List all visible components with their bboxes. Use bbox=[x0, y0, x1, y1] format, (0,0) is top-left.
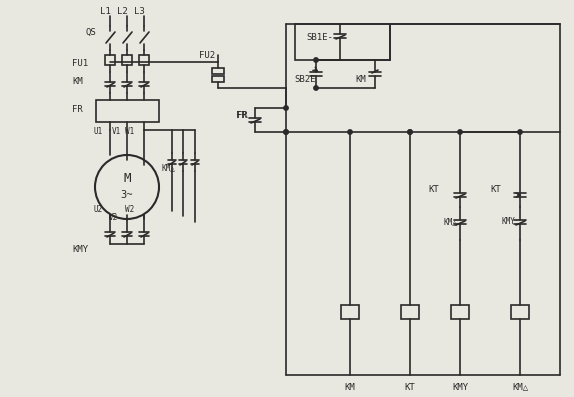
Text: FR: FR bbox=[236, 112, 247, 121]
Text: KM△: KM△ bbox=[444, 218, 458, 227]
Bar bbox=[451, 305, 469, 319]
Text: KM△: KM△ bbox=[512, 382, 528, 391]
Text: SB1E-: SB1E- bbox=[307, 33, 333, 42]
Text: FR: FR bbox=[72, 106, 83, 114]
Text: W2: W2 bbox=[125, 206, 135, 214]
Text: U1: U1 bbox=[94, 127, 103, 137]
Bar bbox=[96, 100, 159, 122]
Bar bbox=[139, 55, 149, 65]
Text: KMY: KMY bbox=[72, 245, 88, 254]
Text: U2: U2 bbox=[94, 206, 103, 214]
Text: KM: KM bbox=[344, 382, 355, 391]
Bar bbox=[212, 76, 224, 82]
Circle shape bbox=[284, 130, 288, 134]
Bar bbox=[401, 305, 419, 319]
Text: FR: FR bbox=[237, 110, 248, 119]
Text: KMY: KMY bbox=[502, 218, 516, 227]
Circle shape bbox=[284, 106, 288, 110]
Text: L3: L3 bbox=[134, 8, 145, 17]
Bar bbox=[212, 68, 224, 74]
Text: KM△: KM△ bbox=[162, 164, 176, 173]
Text: FU2: FU2 bbox=[199, 50, 215, 60]
Circle shape bbox=[408, 130, 412, 134]
Text: V1: V1 bbox=[111, 127, 121, 137]
Text: QS: QS bbox=[85, 27, 96, 37]
Circle shape bbox=[314, 58, 318, 62]
Text: L2: L2 bbox=[117, 8, 127, 17]
Text: SB2E: SB2E bbox=[294, 75, 316, 85]
Text: V2: V2 bbox=[108, 214, 118, 222]
Bar bbox=[295, 24, 390, 60]
Text: M: M bbox=[123, 173, 131, 185]
Text: W1: W1 bbox=[125, 127, 135, 137]
Bar bbox=[511, 305, 529, 319]
Bar bbox=[341, 305, 359, 319]
Text: L1: L1 bbox=[100, 8, 110, 17]
Circle shape bbox=[284, 130, 288, 134]
Text: KT: KT bbox=[405, 382, 416, 391]
Circle shape bbox=[458, 130, 462, 134]
Text: KT: KT bbox=[490, 185, 501, 195]
Text: KT: KT bbox=[428, 185, 439, 195]
Text: KMY: KMY bbox=[452, 382, 468, 391]
Circle shape bbox=[348, 130, 352, 134]
Text: KM: KM bbox=[355, 75, 366, 85]
Circle shape bbox=[314, 86, 318, 90]
Bar bbox=[105, 55, 115, 65]
Text: FU1: FU1 bbox=[72, 58, 88, 67]
Text: 3~: 3~ bbox=[121, 190, 133, 200]
Circle shape bbox=[518, 130, 522, 134]
Bar bbox=[122, 55, 132, 65]
Text: KM: KM bbox=[72, 77, 83, 87]
Circle shape bbox=[408, 130, 412, 134]
